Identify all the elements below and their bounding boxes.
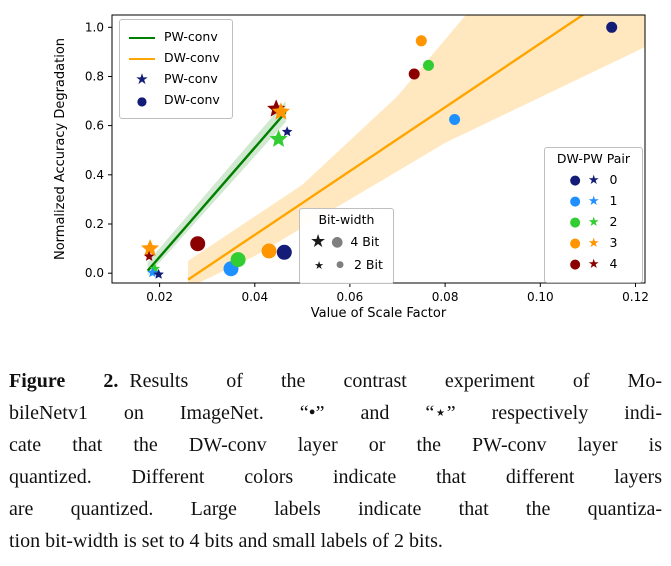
- legend-label: 4: [609, 255, 618, 271]
- svg-text:0.2: 0.2: [85, 217, 104, 231]
- circle-icon: ●: [569, 235, 581, 251]
- circle-icon: ●: [331, 234, 344, 250]
- legend-label: PW-conv: [164, 71, 218, 87]
- star-icon: ★: [310, 231, 327, 252]
- legend-item-pw-marker: ★ PW-conv: [128, 69, 220, 90]
- legend-item-pair-1: ● ★ 1: [557, 191, 630, 212]
- star-icon: ★: [314, 258, 324, 272]
- caption-line: Figure 2. Results of the contrast experim…: [9, 365, 662, 397]
- star-icon: ★: [587, 172, 600, 188]
- pw-line-icon: [129, 36, 155, 39]
- legend-label: 4 Bit: [350, 233, 380, 249]
- caption-line: quantized. Different colors indicate tha…: [9, 466, 662, 488]
- legend-bitwidth-title: Bit-width: [318, 212, 375, 227]
- legend-item-pair-0: ● ★ 0: [557, 170, 630, 191]
- legend-item-4bit: ★ ● 4 Bit: [310, 231, 383, 254]
- legend-item-pair-2: ● ★ 2: [557, 212, 630, 233]
- legend-item-dw-line: DW-conv: [128, 48, 220, 69]
- figure-caption: Figure 2. Results of the contrast experim…: [9, 365, 662, 557]
- circle-icon: ●: [569, 193, 581, 209]
- legend-item-pw-line: PW-conv: [128, 27, 220, 48]
- svg-text:0.04: 0.04: [241, 290, 268, 304]
- svg-text:0.0: 0.0: [85, 266, 104, 280]
- legend-pairs-title: DW-PW Pair: [556, 151, 630, 166]
- svg-text:0.6: 0.6: [85, 119, 104, 133]
- legend-item-dw-marker: ● DW-conv: [128, 90, 220, 111]
- svg-text:1.0: 1.0: [85, 20, 104, 34]
- caption-line: bileNetv1 on ImageNet. “•” and “⋆” respe…: [9, 402, 662, 424]
- caption-line: tion bit-width is set to 4 bits and smal…: [9, 530, 443, 552]
- caption-text: Results of the contrast experiment of Mo…: [129, 370, 662, 392]
- svg-text:0.10: 0.10: [527, 290, 554, 304]
- legend-series: PW-conv DW-conv ★ PW-conv ● DW-conv: [119, 19, 233, 119]
- legend-label: 2: [609, 213, 618, 229]
- legend-label: DW-conv: [164, 50, 220, 66]
- legend-label: DW-conv: [164, 92, 220, 108]
- star-icon: ★: [587, 256, 600, 272]
- svg-text:0.06: 0.06: [337, 290, 364, 304]
- circle-icon: ●: [336, 259, 344, 270]
- star-icon: ★: [587, 235, 600, 251]
- legend-label: PW-conv: [164, 29, 218, 45]
- circle-icon: ●: [569, 172, 581, 188]
- svg-text:Value of Scale Factor: Value of Scale Factor: [311, 306, 447, 321]
- legend-label: 2 Bit: [354, 256, 383, 272]
- legend-label: 0: [609, 171, 618, 187]
- svg-text:Normalized Accuracy Degradatio: Normalized Accuracy Degradation: [53, 38, 68, 260]
- legend-bitwidth: Bit-width ★ ● 4 Bit ★ ● 2 Bit: [299, 208, 394, 284]
- star-icon: ★: [587, 193, 600, 209]
- star-icon: ★: [587, 214, 600, 230]
- legend-item-pair-4: ● ★ 4: [557, 254, 630, 275]
- legend-pairs: DW-PW Pair ● ★ 0 ● ★ 1 ● ★ 2 ● ★ 3 ● ★ 4: [543, 147, 643, 283]
- legend-label: 1: [609, 192, 618, 208]
- circle-icon: ●: [569, 214, 581, 230]
- svg-text:0.12: 0.12: [622, 290, 649, 304]
- caption-line: are quantized. Large labels indicate tha…: [9, 498, 662, 520]
- dw-line-icon: [129, 57, 155, 60]
- circle-icon: ●: [569, 256, 581, 272]
- pw-line-swatch-wrap: [128, 36, 156, 39]
- dw-line-swatch-wrap: [128, 57, 156, 60]
- caption-line: cate that the DW-conv layer or the PW-co…: [9, 434, 662, 456]
- legend-label: 3: [609, 234, 618, 250]
- svg-text:0.02: 0.02: [146, 290, 173, 304]
- svg-text:0.08: 0.08: [432, 290, 459, 304]
- figure-label: Figure 2.: [9, 370, 119, 392]
- figure-chart: 0.02 0.04 0.06 0.08 0.10 0.12 0.0 0.2 0.4 0.6 0.8 1…: [53, 14, 649, 321]
- svg-text:0.8: 0.8: [85, 70, 104, 84]
- legend-item-pair-3: ● ★ 3: [557, 233, 630, 254]
- star-icon: ★: [135, 70, 149, 88]
- legend-item-2bit: ★ ● 2 Bit: [310, 254, 383, 277]
- circle-icon: ●: [136, 93, 148, 108]
- svg-text:0.4: 0.4: [85, 168, 104, 182]
